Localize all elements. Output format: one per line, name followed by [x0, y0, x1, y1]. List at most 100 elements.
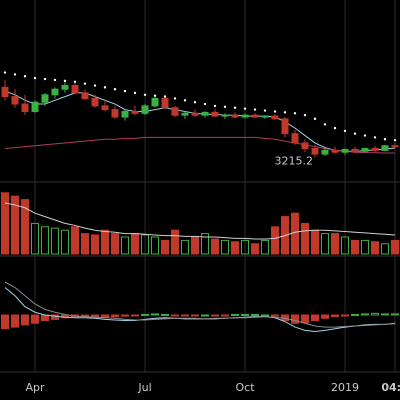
macd-bar: [141, 313, 149, 316]
macd-bar: [331, 314, 339, 318]
volume-bar: [381, 243, 389, 255]
indicator-dot: [163, 95, 167, 98]
macd-bar: [311, 314, 319, 321]
indicator-dot: [193, 100, 197, 104]
volume-bar: [181, 239, 189, 255]
macd-bar: [41, 314, 49, 321]
candle-body: [271, 115, 279, 120]
candle-body: [61, 85, 69, 90]
candle-body: [101, 105, 109, 111]
macd-bar: [81, 314, 89, 317]
volume-bar: [51, 227, 59, 255]
volume-bar: [321, 233, 329, 255]
macd-bar: [201, 314, 209, 317]
candle-body: [121, 110, 129, 118]
candle-body: [131, 110, 139, 114]
volume-bar: [91, 234, 99, 255]
indicator-dot: [123, 89, 127, 93]
candle-body: [91, 97, 99, 107]
macd-bar: [91, 314, 99, 318]
macd-bar: [341, 314, 349, 317]
macd-bar: [371, 312, 379, 316]
volume-bar: [151, 236, 159, 255]
candle-body: [31, 101, 39, 112]
indicator-dot: [43, 77, 47, 81]
indicator-dot: [23, 75, 27, 78]
candle-body: [11, 96, 19, 105]
macd-bar: [21, 314, 29, 326]
candle-body: [221, 114, 229, 117]
volume-bar: [311, 229, 319, 255]
volume-bar: [161, 239, 169, 255]
candle-body: [281, 118, 289, 135]
indicator-dot: [103, 86, 107, 89]
indicator-line: [4, 136, 395, 154]
volume-bar: [131, 233, 139, 255]
indicator-line: [4, 281, 396, 328]
indicator-dot: [73, 80, 77, 84]
indicator-dot: [203, 102, 207, 106]
macd-bar: [151, 313, 159, 316]
candle-body: [161, 97, 169, 109]
volume-bar: [121, 236, 129, 255]
indicator-dot: [153, 94, 157, 97]
indicator-dot: [213, 104, 217, 108]
x-tick-label: 2019: [331, 381, 359, 394]
candle-body: [71, 85, 79, 94]
volume-bar: [41, 226, 49, 255]
indicator-dot: [373, 136, 377, 139]
candle-body: [341, 148, 349, 153]
volume-bar: [251, 243, 259, 255]
volume-bar: [171, 229, 179, 255]
indicator-dot: [243, 107, 247, 110]
volume-bar: [351, 239, 359, 255]
indicator-dot: [173, 97, 177, 100]
indicator-dot: [293, 112, 297, 115]
candle-body: [331, 149, 339, 153]
macd-bar: [51, 314, 59, 320]
candle-body: [251, 114, 259, 118]
macd-bar: [31, 314, 39, 324]
indicator-dot: [393, 138, 397, 142]
candle-body: [181, 112, 189, 116]
candle-body: [211, 111, 219, 117]
candle-body: [201, 111, 209, 116]
volume-bar: [201, 233, 209, 255]
macd-bar: [361, 313, 369, 316]
macd-bar: [161, 313, 169, 316]
candle-body: [111, 109, 119, 118]
indicator-dot: [13, 73, 17, 76]
candle-body: [241, 114, 249, 118]
macd-bar: [321, 314, 329, 319]
indicator-line: [4, 202, 396, 240]
volume-bar: [221, 239, 229, 255]
indicator-dot: [233, 106, 237, 109]
macd-bar: [211, 314, 219, 317]
volume-bar: [101, 229, 109, 255]
volume-bar: [261, 239, 269, 255]
macd-bar: [351, 313, 359, 316]
volume-bar: [31, 222, 39, 255]
volume-bar: [231, 241, 239, 255]
volume-bar: [361, 239, 369, 255]
indicator-dot: [53, 78, 57, 82]
volume-bar: [141, 234, 149, 255]
candle-body: [301, 142, 309, 150]
macd-bar: [231, 313, 239, 316]
macd-bar: [271, 314, 279, 317]
candle-body: [1, 86, 9, 98]
indicator-dot: [33, 76, 37, 80]
macd-bar: [131, 314, 139, 317]
indicator-dot: [363, 134, 367, 137]
volume-bar: [11, 195, 19, 255]
candle-body: [51, 88, 59, 96]
candle-body: [321, 149, 329, 155]
candle-body: [371, 148, 379, 151]
macd-bar: [121, 314, 129, 317]
indicator-dot: [353, 132, 357, 135]
x-tick-label: 04:0: [381, 381, 400, 394]
indicator-dot: [113, 88, 117, 91]
macd-bar: [1, 314, 9, 330]
indicator-dot: [343, 129, 347, 133]
